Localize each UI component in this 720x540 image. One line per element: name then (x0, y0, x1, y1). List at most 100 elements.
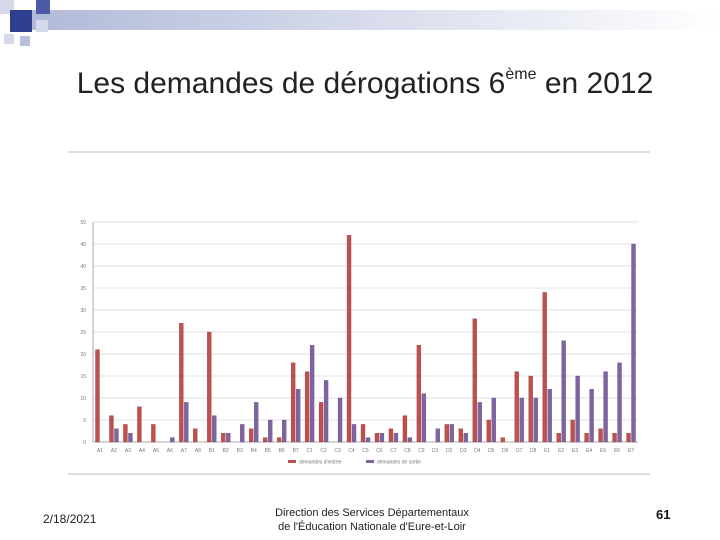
y-tick-label: 5 (83, 418, 86, 424)
y-tick-label: 20 (80, 352, 86, 358)
bar-entree (151, 424, 156, 443)
bar-entree (249, 428, 254, 443)
bar-sortie (435, 428, 441, 443)
bar-sortie (170, 437, 175, 443)
y-tick-label: 40 (80, 264, 86, 270)
bar-entree (346, 235, 352, 443)
bar-sortie (212, 415, 217, 443)
x-tick-label: D6 (502, 448, 509, 454)
bar-entree (570, 419, 575, 443)
x-tick-label: B5 (265, 448, 271, 454)
bar-entree (486, 419, 491, 443)
x-tick-label: E4 (586, 448, 592, 454)
x-tick-label: B3 (237, 448, 243, 454)
bar-sortie (561, 340, 566, 443)
bar-sortie (379, 433, 385, 443)
x-tick-label: D1 (432, 448, 439, 454)
bar-entree (304, 371, 310, 443)
bar-entree (542, 292, 547, 443)
bar-sortie (477, 402, 482, 443)
x-tick-label: A2 (111, 448, 117, 454)
bar-entree (290, 362, 296, 443)
title-superscript: ème (505, 66, 537, 83)
x-tick-label: E5 (600, 448, 606, 454)
bar-sortie (547, 389, 552, 443)
y-tick-label: 30 (80, 308, 86, 314)
bar-entree (179, 323, 184, 443)
bar-sortie (393, 433, 399, 443)
bar-entree (500, 437, 505, 443)
x-tick-label: B6 (279, 448, 285, 454)
bar-sortie (617, 362, 622, 443)
bar-sortie (603, 371, 608, 443)
bar-entree (514, 371, 519, 443)
x-tick-label: D7 (516, 448, 523, 454)
x-tick-label: A4 (139, 448, 145, 454)
legend-swatch (288, 460, 296, 463)
bar-entree (584, 433, 589, 443)
y-tick-label: 25 (80, 330, 86, 336)
legend-label: demandes de sortie (377, 460, 421, 466)
x-tick-label: C5 (362, 448, 369, 454)
decorative-header-squares (0, 0, 720, 46)
x-tick-label: D4 (474, 448, 481, 454)
bar-sortie (295, 389, 301, 443)
bar-entree (207, 331, 212, 443)
x-tick-label: B4 (251, 448, 257, 454)
x-tick-label: A7 (181, 448, 187, 454)
bar-chart: 0 5 10 15 20 25 30 35 40 45 50 A1 A2 A3 A4 A5 A6 A7 A8 B1 B2… (68, 151, 650, 475)
y-tick-label: 10 (80, 396, 86, 402)
bar-entree (528, 375, 533, 443)
footer-date: 2/18/2021 (43, 512, 97, 526)
x-tick-label: C4 (348, 448, 355, 454)
bar-sortie (282, 419, 287, 443)
bar-sortie (309, 345, 315, 443)
x-tick-label: C2 (320, 448, 327, 454)
x-tick-label: D2 (446, 448, 453, 454)
bar-entree (416, 345, 422, 443)
x-tick-label: E6 (614, 448, 620, 454)
bar-sortie (254, 402, 259, 443)
bar-entree (360, 424, 366, 443)
x-tick-label: A6 (167, 448, 173, 454)
x-tick-label: B7 (293, 448, 299, 454)
bar-entree (95, 349, 100, 443)
bar-entree (221, 433, 226, 443)
bar-sortie (589, 389, 594, 443)
x-tick-label: C6 (376, 448, 383, 454)
bar-sortie (575, 375, 580, 443)
bar-entree (277, 437, 282, 443)
y-tick-label: 50 (80, 220, 86, 226)
bar-sortie (226, 433, 231, 443)
bar-sortie (323, 380, 329, 443)
bar-entree (626, 433, 631, 443)
bar-sortie (337, 397, 343, 443)
bar-sortie (449, 424, 454, 443)
legend-swatch (366, 460, 374, 463)
bar-sortie (491, 397, 496, 443)
bar-sortie (631, 243, 636, 443)
y-tick-label: 0 (83, 440, 86, 446)
bar-entree (193, 428, 198, 443)
bar-sortie (114, 428, 119, 443)
bar-entree (598, 428, 603, 443)
bar-sortie (533, 397, 538, 443)
bar-entree (109, 415, 114, 443)
x-tick-label: B1 (209, 448, 215, 454)
y-tick-label: 35 (80, 286, 86, 292)
page-number: 61 (656, 507, 671, 522)
bar-entree (612, 433, 617, 443)
x-tick-label: A3 (125, 448, 131, 454)
x-tick-label: C7 (390, 448, 397, 454)
x-tick-label: E3 (572, 448, 578, 454)
bar-entree (556, 433, 561, 443)
bar-sortie (184, 402, 189, 443)
x-tick-label: B2 (223, 448, 229, 454)
bar-entree (123, 424, 128, 443)
bar-sortie (365, 437, 371, 443)
x-tick-label: E7 (628, 448, 634, 454)
bar-sortie (240, 424, 245, 443)
x-tick-label: C8 (404, 448, 411, 454)
x-tick-label: C9 (418, 448, 425, 454)
bar-entree (388, 428, 394, 443)
